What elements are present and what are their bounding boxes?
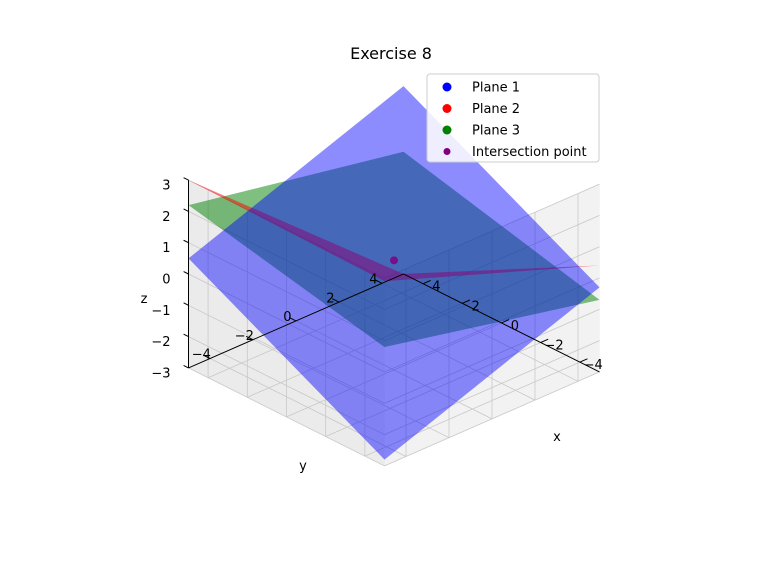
grid-line-z-right (188, 273, 385, 373)
legend-label: Plane 2 (472, 102, 520, 117)
z-tick (183, 208, 189, 212)
x-tick (331, 298, 340, 303)
z-tick-label: −1 (151, 304, 170, 319)
x-tick-label: 4 (369, 272, 377, 287)
x-tick (374, 279, 383, 284)
legend-label: Plane 3 (472, 124, 520, 139)
z-axis-label: z (141, 292, 148, 307)
z-tick (183, 302, 189, 306)
legend-box (426, 73, 600, 163)
z-tick-label: 2 (162, 210, 170, 225)
x-tick-label: 0 (283, 310, 291, 325)
grid-line-z-right (188, 336, 385, 435)
x-tick-label: −4 (192, 348, 211, 363)
legend: Plane 1 Plane 2 Plane 3 Intersection point (426, 73, 600, 163)
grid-line-z-left (384, 340, 600, 435)
x-axis-label: x (553, 430, 561, 445)
grid-line-z-right (188, 242, 385, 342)
legend-marker-intersection-point (443, 148, 451, 155)
plane-plane-1 (188, 86, 600, 460)
legend-label: Plane 1 (472, 81, 520, 96)
y-tick (422, 279, 431, 285)
z-tick-label: 0 (162, 273, 170, 288)
y-tick (579, 358, 588, 363)
y-tick-label: −4 (584, 358, 603, 373)
grid-line-y-floor (286, 322, 502, 418)
z-tick (183, 333, 189, 338)
z-tick-label: 1 (162, 241, 170, 256)
y-tick-label: 2 (472, 299, 480, 314)
legend-marker-plane-2 (442, 104, 452, 113)
grid-line-z-right (188, 304, 385, 404)
x-tick (245, 335, 254, 341)
planes (188, 86, 600, 460)
y-tick (540, 338, 549, 343)
legend-marker-plane-3 (442, 125, 452, 135)
z-tick (183, 239, 189, 244)
grid-line-z-left (384, 308, 600, 404)
grid-line-z-left (384, 371, 600, 467)
legend-label: Intersection point (472, 145, 587, 160)
grid-line-y-floor (364, 361, 581, 457)
axes: −4 −2 0 2 4 −4 −2 0 2 4 −3 −2 −1 0 1 2 3 (151, 177, 603, 381)
grid-line-y-floor (325, 342, 541, 437)
z-tick-label: −3 (151, 366, 170, 381)
y-tick (462, 299, 471, 304)
legend-marker-plane-1 (442, 82, 452, 92)
z-tick (183, 271, 189, 275)
plane-plane-3 (188, 151, 600, 347)
x-tick-label: 2 (326, 291, 334, 306)
z-tick-label: 3 (162, 179, 170, 194)
y-tick-label: 0 (511, 319, 519, 334)
x-tick (288, 317, 297, 322)
grid-line-z-right (188, 367, 385, 467)
y-tick (501, 319, 510, 324)
chart-title: Exercise 8 (350, 44, 432, 63)
z-tick-label: −2 (151, 335, 170, 350)
y-tick-label: −2 (544, 339, 563, 354)
y-tick-label: 4 (432, 280, 440, 295)
intersection-point-marker (390, 256, 398, 265)
z-tick (183, 177, 189, 181)
z-tick (183, 365, 189, 369)
y-axis-label: y (299, 459, 307, 474)
x-tick-label: −2 (235, 329, 254, 344)
x-tick (202, 354, 211, 359)
